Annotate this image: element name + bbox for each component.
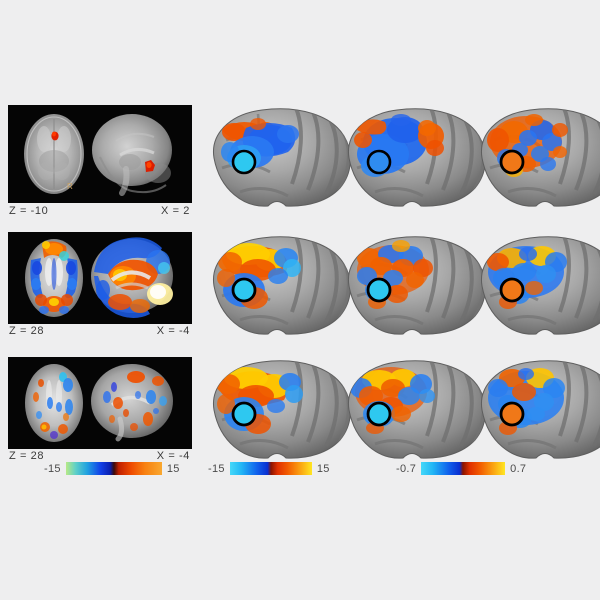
cortical-surface	[213, 236, 351, 335]
slice-images-row3	[8, 357, 192, 449]
slice-panel-row1[interactable]: R	[8, 105, 192, 203]
orientation-marker-R: R	[67, 182, 73, 191]
sagittal-label-row2: X = -4	[156, 325, 190, 337]
seed-marker[interactable]	[499, 401, 525, 427]
cortical-surface	[481, 360, 600, 459]
axial-slice-row3	[25, 364, 83, 442]
sagittal-label-row1: X = 2	[161, 205, 190, 217]
colorbar-2[interactable]: -15 15	[208, 462, 330, 475]
slice-panel-row3[interactable]	[8, 357, 192, 449]
seed-marker[interactable]	[366, 401, 392, 427]
colorbar-1-min-label: -15	[44, 462, 61, 475]
seed-marker[interactable]	[231, 149, 257, 175]
colorbar-2-gradient	[229, 462, 312, 475]
seed-marker[interactable]	[499, 149, 525, 175]
cortical-surface	[348, 360, 486, 459]
cortical-surface	[213, 108, 351, 207]
surface-row3-col2[interactable]	[200, 352, 360, 464]
sagittal-slice-row2	[91, 237, 173, 318]
surface-row1-col4[interactable]	[468, 100, 600, 212]
slice-images-row1: R	[8, 105, 192, 203]
cortical-surface	[481, 236, 600, 335]
colorbar-3-min-label: -0.7	[396, 462, 417, 475]
surface-row1-col3[interactable]	[335, 100, 495, 212]
surface-row3-col3[interactable]	[335, 352, 495, 464]
colorbar-3-gradient	[421, 462, 506, 475]
sagittal-slice-row3	[91, 364, 173, 442]
surface-row3-col4[interactable]	[468, 352, 600, 464]
sagittal-label-row3: X = -4	[156, 450, 190, 462]
slice-panel-row2[interactable]	[8, 232, 192, 324]
colorbar-2-min-label: -15	[208, 462, 225, 475]
seed-marker[interactable]	[366, 277, 392, 303]
sagittal-slice-row1	[92, 114, 172, 196]
axial-slice-row1: R	[24, 114, 84, 194]
axial-slice-row2	[25, 239, 83, 317]
colorbar-1-max-label: 15	[166, 462, 180, 475]
colorbar-3-max-label: 0.7	[510, 462, 527, 475]
cortical-surface	[348, 236, 486, 335]
colorbar-3[interactable]: -0.7 0.7	[396, 462, 526, 475]
colorbar-2-max-label: 15	[316, 462, 330, 475]
seed-marker[interactable]	[231, 401, 257, 427]
activation-overlay	[216, 367, 303, 434]
cortical-surface	[348, 108, 486, 207]
seed-marker[interactable]	[366, 149, 392, 175]
surface-row1-col2[interactable]	[200, 100, 360, 212]
cortical-surface	[213, 360, 351, 459]
colorbar-1[interactable]: -15 15	[44, 462, 180, 475]
surface-row2-col3[interactable]	[335, 228, 495, 340]
seed-marker[interactable]	[231, 277, 257, 303]
surface-row2-col2[interactable]	[200, 228, 360, 340]
slice-images-row2	[8, 232, 192, 324]
axial-label-row1: Z = -10	[9, 205, 49, 217]
cortical-surface	[481, 108, 600, 207]
surface-row2-col4[interactable]	[468, 228, 600, 340]
axial-label-row3: Z = 28	[9, 450, 45, 462]
activation-overlay	[217, 243, 301, 309]
axial-label-row2: Z = 28	[9, 325, 45, 337]
colorbar-1-gradient	[65, 462, 162, 475]
seed-marker[interactable]	[499, 277, 525, 303]
